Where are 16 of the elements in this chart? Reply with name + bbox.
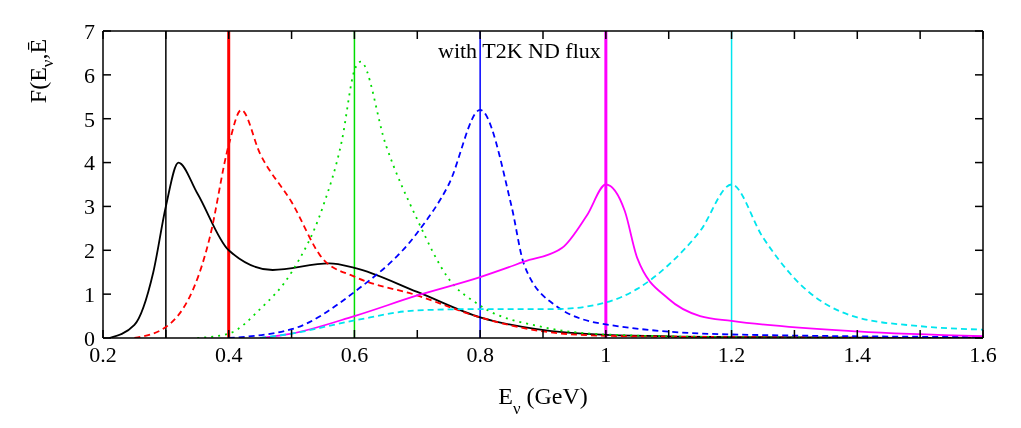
x-tick-label: 1 — [600, 341, 612, 367]
x-tick-label: 1.4 — [843, 341, 872, 367]
x-tick-label: 1.2 — [717, 341, 746, 367]
x-tick-label: 1.6 — [969, 341, 997, 367]
y-tick-label: 2 — [84, 238, 95, 264]
y-tick-label: 4 — [84, 150, 95, 176]
y-tick-label: 3 — [84, 194, 95, 220]
y-tick-label: 5 — [84, 106, 95, 132]
x-tick-label: 0.8 — [466, 341, 494, 367]
x-tick-label: 0.6 — [340, 341, 369, 367]
annotation: with T2K ND flux — [438, 38, 601, 64]
x-axis-title: E$_{ν}$ (GeV) — [498, 383, 588, 418]
y-tick-label: 6 — [84, 62, 95, 88]
y-tick-label: 7 — [84, 18, 95, 44]
y-tick-label: 1 — [84, 281, 95, 307]
x-tick-label: 0.4 — [214, 341, 243, 367]
